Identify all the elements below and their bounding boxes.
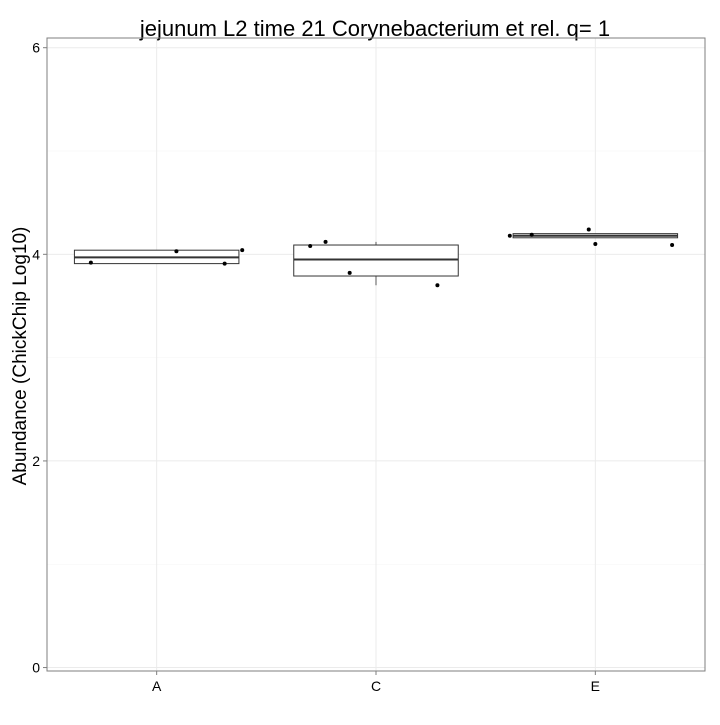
- data-point: [240, 248, 245, 253]
- data-point: [88, 260, 93, 265]
- data-point: [529, 232, 534, 237]
- data-point: [586, 227, 591, 232]
- data-point: [593, 241, 598, 246]
- axis-layer: 0 2 4 6 A C E: [32, 40, 600, 694]
- data-point: [347, 270, 352, 275]
- data-point: [670, 243, 675, 248]
- y-tick-label: 4: [32, 246, 40, 262]
- y-axis-label: Abundance (ChickChip Log10): [10, 227, 31, 486]
- x-tick-label: C: [371, 678, 381, 694]
- x-tick-label: A: [152, 678, 162, 694]
- chart-title: jejunum L2 time 21 Corynebacterium et re…: [139, 16, 610, 41]
- point-layer: [88, 227, 675, 288]
- box-body: [293, 244, 459, 277]
- grid-layer: [47, 38, 705, 671]
- x-tick-label: E: [591, 678, 600, 694]
- y-tick-label: 6: [32, 40, 40, 56]
- data-point: [174, 249, 179, 254]
- data-point: [323, 239, 328, 244]
- box-layer: [73, 233, 679, 286]
- data-point: [308, 244, 313, 249]
- y-tick-label: 2: [32, 453, 40, 469]
- data-point: [435, 283, 440, 288]
- data-point: [507, 233, 512, 238]
- data-point: [222, 261, 227, 266]
- y-tick-label: 0: [32, 660, 40, 676]
